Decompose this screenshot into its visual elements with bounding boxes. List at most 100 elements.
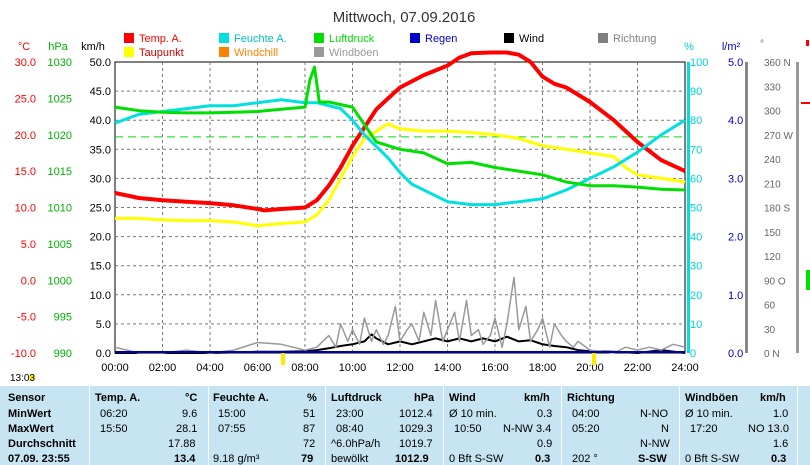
legend-label: Windböen — [329, 47, 379, 59]
legend-swatch — [314, 47, 324, 57]
humidity-tick-label: 40 — [690, 232, 702, 244]
time-tick-label: 04:00 — [196, 362, 224, 374]
time-tick-label: 14:00 — [434, 362, 462, 374]
temp-header-unit: °C — [185, 392, 198, 404]
wind-tick-label: 35.0 — [90, 144, 111, 156]
direction-max-value: N — [661, 423, 669, 435]
pressure-tick-label: 1020 — [48, 130, 72, 142]
table-divider — [443, 386, 444, 465]
edge-marker-line — [801, 102, 810, 104]
direction-tick-label: 240 — [764, 155, 781, 166]
direction-tick-label: 330 — [764, 82, 781, 93]
gusts-header-unit: km/h — [760, 392, 786, 404]
pressure-avg-value: 1019.7 — [399, 438, 433, 450]
gusts-beaufort: 0 Bft S-SW — [685, 453, 740, 465]
pressure-tick-label: 1010 — [48, 203, 72, 215]
temp-tick-label: 0.0 — [21, 275, 36, 287]
humidity-abs-value: 9.18 g/m³ — [213, 453, 260, 465]
humidity-tick-label: 60 — [690, 173, 702, 185]
pressure-tick-label: 990 — [54, 348, 72, 360]
series-line — [114, 65, 686, 192]
pressure-forecast: bewölkt — [331, 453, 369, 465]
temp-max-value: 28.1 — [176, 423, 198, 435]
stats-table — [0, 386, 810, 465]
legend-swatch — [314, 33, 324, 43]
gusts-avg-value: 1.6 — [773, 438, 789, 450]
direction-tick-label: 210 — [764, 179, 781, 190]
legend-swatch — [219, 47, 229, 57]
gusts-max-time: 17:20 — [690, 423, 718, 435]
edge-marker-red — [806, 40, 809, 46]
legend-label: Richtung — [613, 33, 656, 45]
rain-tick-label: 1.0 — [728, 290, 743, 302]
legend-label: Regen — [425, 33, 457, 45]
direction-axis-bar — [796, 62, 799, 353]
pressure-min-time: 23:00 — [336, 408, 364, 420]
legend-label: Wind — [519, 33, 544, 45]
legend-swatch — [124, 47, 134, 57]
chart-background — [0, 0, 810, 386]
legend-swatch — [124, 33, 134, 43]
pressure-header: Luftdruck — [331, 392, 382, 404]
sunrise-dot — [29, 374, 35, 380]
wind-tick-label: 40.0 — [90, 115, 111, 127]
direction-tick-label: 0 N — [764, 349, 780, 360]
axis-units: °C hPa km/h % l/m² ° — [18, 39, 764, 53]
wind-tick-label: 20.0 — [90, 232, 111, 244]
temp-header: Temp. A. — [95, 392, 141, 404]
rain-unit: l/m² — [722, 41, 741, 53]
table-divider — [208, 386, 209, 465]
humidity-header: Feuchte A. — [213, 392, 269, 404]
wind-beaufort: 0 Bft S-SW — [449, 453, 504, 465]
direction-tick-label: 30 — [764, 325, 776, 336]
direction-tick-label: 120 — [764, 252, 781, 263]
edge-marker-green — [806, 270, 810, 290]
legend-swatch — [410, 33, 420, 43]
rain-tick-label: 0.0 — [728, 348, 743, 360]
temp-tick-label: 10.0 — [15, 203, 36, 215]
wind-avg-value: 0.9 — [537, 438, 553, 450]
temp-tick-label: 25.0 — [15, 93, 36, 105]
humidity-axis-bar — [687, 62, 690, 353]
legend-label: Luftdruck — [329, 33, 375, 45]
pressure-max-time: 08:40 — [336, 423, 364, 435]
row-label-max: MaxWert — [8, 423, 54, 435]
humidity-tick-label: 100 — [690, 57, 708, 69]
direction-tick-label: 150 — [764, 228, 781, 239]
temp-tick-label: 30.0 — [15, 57, 36, 69]
gusts-current-value: 0.3 — [771, 453, 787, 465]
legend-swatch — [598, 33, 608, 43]
direction-current-value: S-SW — [638, 453, 667, 465]
time-tick-label: 00:00 — [101, 362, 129, 374]
humidity-current-value: 79 — [301, 453, 314, 465]
legend-label: Temp. A. — [139, 33, 182, 45]
pressure-tick-label: 995 — [54, 312, 72, 324]
series-line — [114, 50, 686, 213]
direction-unit: ° — [760, 39, 764, 50]
time-tick-label: 12:00 — [386, 362, 414, 374]
time-tick-label: 22:00 — [624, 362, 652, 374]
table-divider — [797, 386, 798, 465]
temp-max-time: 15:50 — [100, 423, 128, 435]
temp-avg-value: 17.88 — [168, 438, 196, 450]
direction-tick-label: 270 W — [764, 131, 793, 142]
time-tick-label: 02:00 — [149, 362, 177, 374]
row-label-min: MinWert — [8, 408, 52, 420]
humidity-unit: % — [684, 41, 694, 53]
rain-tick-label: 3.0 — [728, 173, 743, 185]
pressure-max-value: 1029.3 — [399, 423, 433, 435]
humidity-tick-label: 90 — [690, 86, 702, 98]
humidity-tick-label: 10 — [690, 319, 702, 331]
humidity-min-value: 51 — [303, 408, 316, 420]
humidity-tick-label: 20 — [690, 290, 702, 302]
humidity-header-unit: % — [307, 392, 317, 404]
humidity-tick-label: 80 — [690, 115, 702, 127]
pressure-min-value: 1012.4 — [399, 408, 433, 420]
series-group — [114, 50, 686, 354]
direction-avg-value: N-NW — [640, 438, 670, 450]
direction-min-time: 04:00 — [572, 408, 600, 420]
time-tick-label: 16:00 — [481, 362, 509, 374]
chart-title: Mittwoch, 07.09.2016 — [333, 9, 476, 26]
wind-tick-label: 0.0 — [96, 348, 111, 360]
direction-degree: 202 ° — [572, 453, 598, 465]
